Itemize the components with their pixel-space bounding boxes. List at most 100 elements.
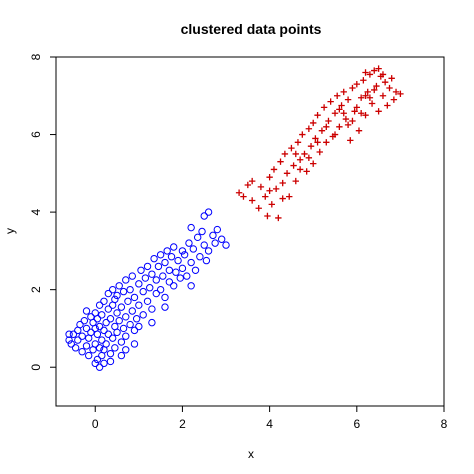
plus-point	[268, 201, 275, 208]
plus-point	[331, 131, 339, 138]
circle-point	[124, 297, 132, 305]
circle-point	[93, 315, 102, 323]
x-tick-label: 0	[92, 417, 99, 431]
plus-point	[344, 121, 352, 129]
circle-point	[117, 338, 126, 346]
plus-point	[255, 205, 262, 212]
circle-point	[128, 272, 136, 280]
circle-point	[100, 359, 108, 368]
circle-point	[130, 326, 139, 335]
circle-point	[91, 359, 99, 368]
circle-point	[148, 270, 156, 278]
circle-point	[167, 253, 176, 261]
y-axis-label: y	[3, 228, 17, 234]
y-tick-label: 4	[29, 208, 43, 215]
plus-point	[264, 212, 271, 220]
plus-point	[353, 80, 361, 88]
plus-point	[283, 170, 291, 177]
plus-point	[281, 150, 289, 158]
circle-point	[126, 320, 134, 329]
plus-point	[316, 148, 323, 156]
plus-point	[235, 189, 243, 196]
data-points	[65, 65, 404, 371]
plus-point	[312, 135, 319, 142]
circle-point	[113, 309, 121, 317]
plus-point	[325, 117, 332, 125]
plus-point	[244, 181, 252, 189]
circle-point	[183, 272, 191, 280]
circle-point	[217, 235, 226, 243]
circle-point	[156, 251, 165, 259]
x-tick-label: 6	[353, 417, 360, 431]
circle-point	[67, 340, 75, 348]
plus-point	[305, 125, 313, 132]
circle-point	[100, 326, 108, 335]
plus-point	[340, 88, 347, 96]
plus-point	[381, 79, 389, 86]
circle-point	[95, 344, 104, 352]
plus-point	[338, 102, 345, 109]
circle-point	[152, 276, 160, 284]
plus-point	[360, 77, 367, 84]
y-tick-label: 6	[29, 131, 43, 138]
plus-point	[272, 185, 280, 193]
circle-point	[135, 301, 143, 309]
circle-point	[196, 253, 204, 261]
circle-point	[204, 247, 213, 255]
circle-point	[187, 258, 195, 267]
circle-point	[159, 272, 167, 280]
plus-point	[366, 94, 374, 101]
plus-point	[368, 100, 376, 107]
plus-point	[248, 177, 256, 185]
circle-point	[95, 322, 104, 331]
plus-point	[288, 144, 295, 152]
circle-point	[100, 297, 108, 305]
circle-point	[78, 348, 86, 356]
circle-point	[98, 311, 106, 319]
plus-point	[357, 94, 365, 101]
circle-point	[170, 243, 178, 251]
circle-point	[211, 239, 219, 247]
plus-point	[336, 123, 343, 130]
circle-point	[137, 266, 145, 274]
plus-point	[340, 110, 347, 117]
plus-point	[362, 111, 369, 119]
circle-point	[119, 287, 128, 296]
circle-point	[65, 336, 73, 344]
circle-point	[113, 328, 121, 337]
circle-point	[189, 245, 198, 253]
x-tick-label: 4	[266, 417, 273, 431]
plus-point	[310, 119, 317, 127]
plus-point	[390, 96, 398, 103]
plus-point	[294, 139, 302, 146]
circle-point	[180, 251, 189, 259]
circle-point	[200, 212, 208, 220]
plus-point	[397, 90, 404, 98]
circle-point	[178, 264, 187, 273]
plus-point	[275, 214, 282, 222]
y-axis: 0 2 4 6 8	[29, 53, 57, 371]
plus-point	[323, 139, 330, 146]
circle-point	[115, 282, 123, 290]
circle-point	[104, 289, 113, 298]
circle-point	[161, 303, 169, 311]
plus-point	[290, 162, 297, 169]
circle-point	[93, 330, 102, 338]
circle-point	[139, 287, 147, 296]
circle-point	[130, 340, 139, 348]
circle-point	[209, 231, 217, 240]
plus-point	[357, 110, 365, 117]
plus-point	[248, 197, 256, 204]
plus-point	[296, 166, 304, 173]
plus-point	[307, 142, 315, 150]
circle-point	[65, 330, 73, 338]
circle-point	[87, 328, 95, 337]
circle-point	[106, 349, 115, 358]
circle-point	[84, 351, 93, 360]
chart-title: clustered data points	[181, 21, 322, 37]
circle-point	[80, 316, 89, 325]
plus-point	[351, 108, 358, 115]
circle-point	[126, 285, 134, 294]
plus-point	[314, 111, 321, 119]
y-tick-label: 2	[29, 286, 43, 293]
